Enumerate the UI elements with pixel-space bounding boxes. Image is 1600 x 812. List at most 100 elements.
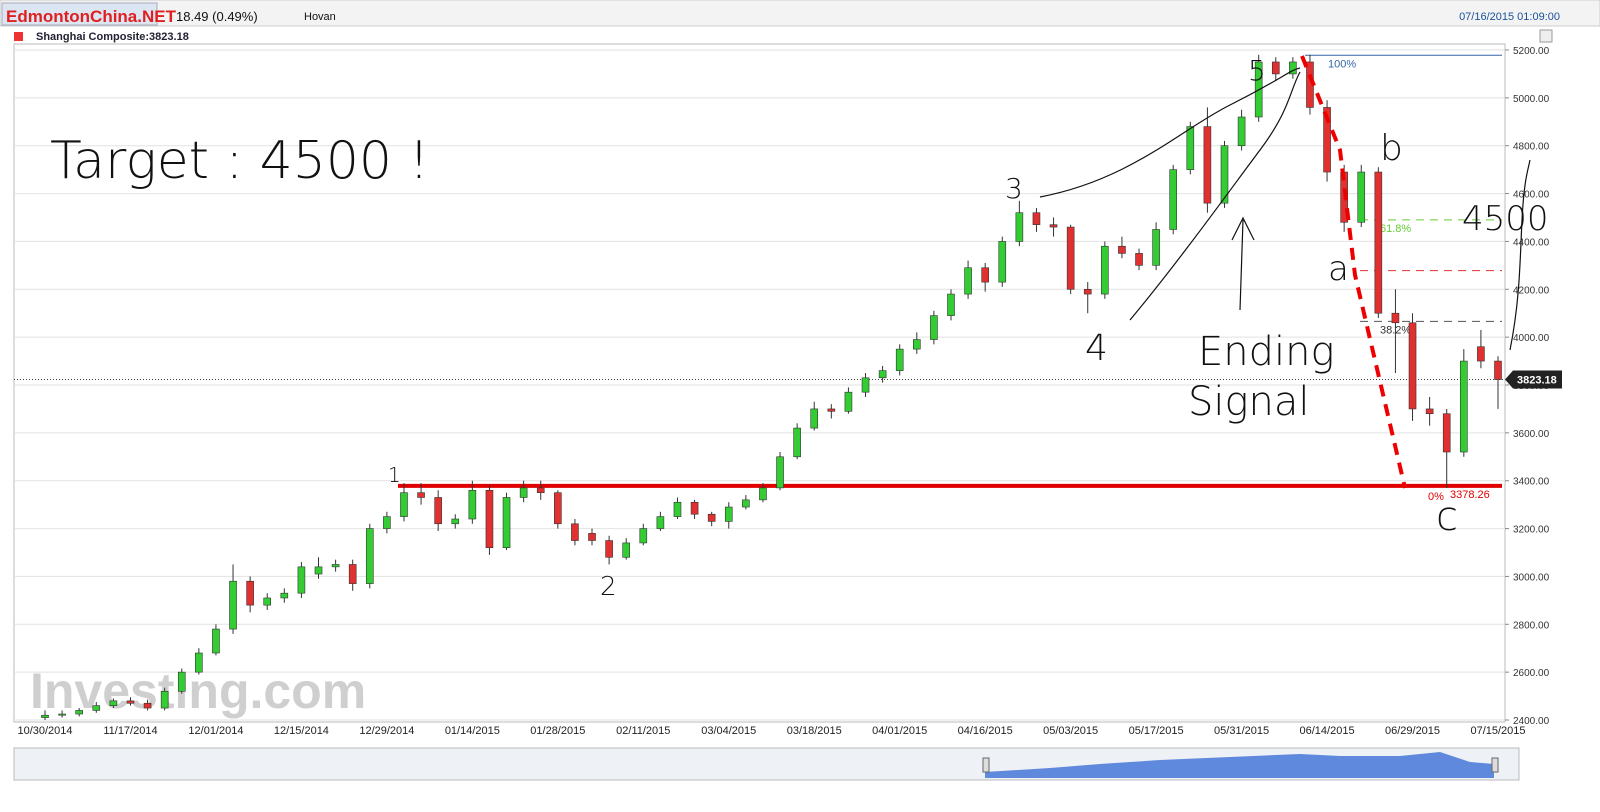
annotation: b: [1380, 128, 1403, 169]
candle-body: [1408, 322, 1417, 410]
x-tick-label: 12/01/2014: [188, 725, 243, 737]
candle-body: [58, 713, 66, 716]
hand-drawing: [1039, 67, 1531, 351]
candle-body: [947, 293, 955, 316]
user: Hovan: [304, 11, 336, 23]
candle-body: [297, 566, 306, 594]
x-tick-label: 01/28/2015: [530, 725, 585, 737]
candle-body: [673, 501, 682, 517]
y-tick-label: 5000.00: [1513, 94, 1550, 105]
candle-body: [195, 652, 203, 673]
candle-body: [656, 516, 665, 529]
candle-body: [1083, 288, 1092, 295]
price-tag: [1505, 370, 1562, 389]
x-tick-label: 06/14/2015: [1300, 725, 1355, 737]
x-tick-label: 04/16/2015: [958, 725, 1013, 737]
y-tick-label: 3400.00: [1513, 477, 1550, 488]
candle-body: [895, 348, 904, 371]
timestamp: 07/16/2015 01:09:00: [1459, 11, 1560, 23]
x-tick-label: 10/30/2014: [17, 725, 72, 737]
annotation: 1: [388, 463, 401, 487]
candle-body: [930, 315, 938, 340]
candle-body: [1374, 171, 1383, 314]
annotation: 5: [1248, 54, 1266, 87]
candle-body: [314, 566, 323, 575]
candle-body: [1289, 61, 1297, 75]
candle-body: [1135, 253, 1143, 266]
candle-body: [383, 516, 391, 529]
annotation: Signal: [1188, 379, 1309, 425]
candle-body: [690, 501, 699, 515]
candle-body: [1015, 212, 1024, 242]
minimize-button[interactable]: [1539, 29, 1553, 43]
y-tick-label: 2800.00: [1513, 620, 1550, 631]
x-tick-label: 01/14/2015: [445, 725, 500, 737]
candle-body: [605, 540, 613, 558]
candle-body: [1391, 312, 1400, 324]
candle-body: [1237, 116, 1246, 147]
candle-body: [109, 700, 118, 706]
candle-body: [485, 489, 494, 549]
candle-body: [707, 513, 716, 522]
candle-body: [1032, 212, 1041, 225]
x-tick-label: 04/01/2015: [872, 725, 927, 737]
candle-body: [844, 391, 853, 412]
candle-body: [1049, 224, 1058, 228]
x-tick-label: 12/15/2014: [274, 725, 329, 737]
candle-body: [348, 564, 357, 584]
x-tick-label: 03/04/2015: [701, 725, 756, 737]
plot-frame: [13, 43, 1506, 723]
candle-body: [1169, 169, 1178, 230]
navigator-area: [985, 752, 1494, 778]
candle-body: [536, 487, 545, 493]
candle-body: [263, 597, 272, 606]
annotation: 2: [600, 572, 617, 602]
candle-body: [981, 267, 989, 283]
candle-body: [41, 714, 49, 718]
candle-body: [400, 492, 408, 517]
candle-body: [1101, 245, 1109, 295]
y-tick-label: 4800.00: [1513, 142, 1550, 153]
candle-body: [1066, 226, 1075, 290]
x-tick-label: 05/31/2015: [1214, 725, 1269, 737]
candle-body: [827, 408, 836, 412]
logo: EdmontonChina.NET: [6, 7, 177, 26]
candle-body: [1477, 346, 1485, 362]
candle-body: [1186, 126, 1195, 170]
candle-body: [468, 489, 477, 520]
y-tick-label: 4200.00: [1513, 285, 1550, 296]
x-tick-label: 05/17/2015: [1129, 725, 1184, 737]
candle-body: [861, 377, 870, 393]
y-tick-label: 4400.00: [1513, 237, 1550, 248]
navigator-handle[interactable]: [1491, 757, 1499, 773]
candle-body: [1323, 107, 1331, 173]
fib-label: 0%: [1428, 491, 1444, 503]
tab[interactable]: [1, 2, 158, 26]
candle-body: [998, 241, 1007, 283]
candle-body: [246, 580, 254, 606]
candle-body: [92, 705, 101, 711]
candle-body: [417, 492, 425, 498]
navigator-handle[interactable]: [982, 757, 990, 773]
annotation: Target : 4500 !: [50, 131, 429, 191]
candle-body: [588, 533, 596, 541]
candle-body: [160, 690, 169, 709]
fib-label: 100%: [1328, 58, 1356, 70]
candle-body: [1152, 229, 1160, 266]
candle-body: [810, 408, 819, 429]
annotation: 3: [1005, 172, 1023, 205]
annotation: 4500: [1462, 199, 1549, 239]
candle-body: [1271, 61, 1280, 75]
candle-body: [1494, 360, 1502, 380]
y-tick-label: 2600.00: [1513, 668, 1550, 679]
candle-body: [229, 580, 237, 630]
candle-body: [912, 339, 921, 350]
candle-body: [878, 370, 887, 379]
candle-body: [1357, 171, 1366, 223]
candle-body: [365, 528, 374, 584]
y-tick-label: 3200.00: [1513, 525, 1550, 536]
candle-body: [212, 628, 220, 654]
trend-line: [1300, 55, 1407, 489]
candle-body: [143, 702, 152, 709]
